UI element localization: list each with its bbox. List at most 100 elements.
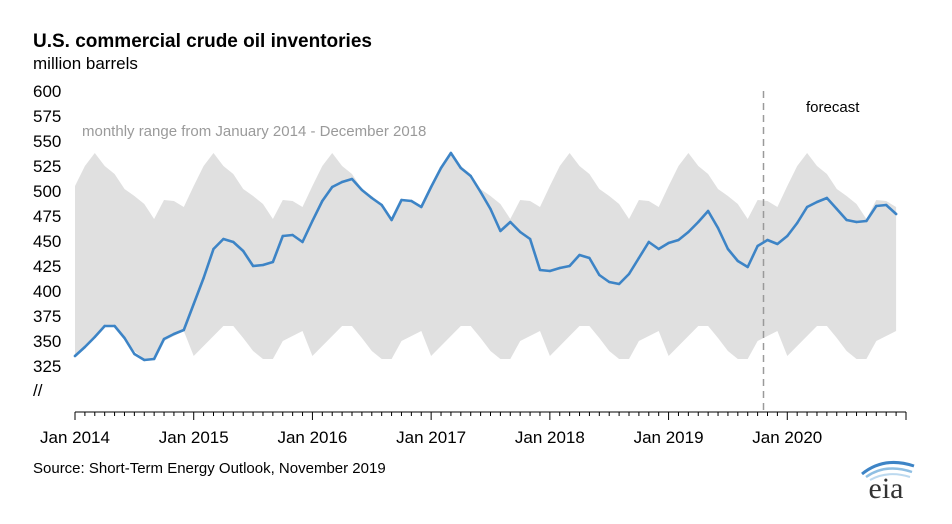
inventory-data-point <box>875 204 878 208</box>
range-band-label: monthly range from January 2014 - Decemb… <box>82 123 426 140</box>
y-tick-label: 550 <box>33 132 61 151</box>
range-band <box>75 153 897 359</box>
inventory-data-point <box>390 218 393 222</box>
inventory-data-point <box>716 226 720 230</box>
inventory-data-point <box>212 247 215 251</box>
inventory-data-point <box>291 233 294 237</box>
eia-logo: eia <box>861 460 915 502</box>
y-tick-label: 600 <box>33 82 61 101</box>
inventory-data-point <box>558 266 561 270</box>
inventory-data-point <box>202 276 205 280</box>
y-tick-label: 525 <box>33 157 61 176</box>
inventory-data-point <box>865 219 868 223</box>
inventory-data-point <box>380 203 383 207</box>
inventory-data-point <box>627 272 631 276</box>
x-tick-label: Jan 2015 <box>159 428 229 447</box>
inventory-data-point <box>311 219 314 223</box>
x-tick-label: Jan 2020 <box>752 428 822 447</box>
inventory-data-point <box>321 199 324 203</box>
inventory-data-point <box>449 151 453 155</box>
inventory-data-point <box>281 234 284 238</box>
x-tick-label: Jan 2014 <box>40 428 110 447</box>
inventory-data-point <box>420 205 423 209</box>
y-tick-label: 425 <box>33 257 61 276</box>
inventory-data-point <box>835 207 838 211</box>
inventory-data-point <box>429 185 433 189</box>
inventory-data-point <box>301 240 304 244</box>
x-tick-label: Jan 2016 <box>277 428 347 447</box>
inventory-data-point <box>439 166 443 170</box>
inventory-data-point <box>251 264 255 268</box>
x-tick-label: Jan 2017 <box>396 428 466 447</box>
inventory-data-point <box>578 253 581 257</box>
y-tick-label: 350 <box>33 332 61 351</box>
inventory-data-point <box>706 209 710 213</box>
eia-logo-arc-2 <box>865 467 913 479</box>
inventory-data-point <box>548 269 552 273</box>
inventory-data-point <box>637 256 641 260</box>
inventory-data-point <box>746 265 749 269</box>
inventory-data-point <box>103 324 106 328</box>
inventory-data-point <box>459 166 462 170</box>
inventory-data-point <box>687 230 690 234</box>
inventory-data-point <box>608 280 611 284</box>
inventory-data-point <box>756 244 759 248</box>
inventory-data-point <box>350 177 354 181</box>
inventory-data-point <box>172 332 176 336</box>
inventory-data-point <box>123 336 126 340</box>
inventory-data-point <box>499 229 502 233</box>
inventory-data-point <box>162 337 166 341</box>
inventory-data-point <box>331 185 334 189</box>
inventory-data-point <box>370 196 373 200</box>
inventory-data-point <box>796 221 799 225</box>
y-tick-label: 375 <box>33 307 61 326</box>
inventory-data-point <box>479 190 482 194</box>
inventory-data-point <box>360 188 364 192</box>
inventory-series-line <box>73 151 898 362</box>
inventory-data-point <box>538 268 542 272</box>
inventory-data-point <box>845 218 848 222</box>
y-tick-label: 575 <box>33 107 61 126</box>
inventory-data-point <box>825 196 829 200</box>
inventory-data-point <box>519 230 522 234</box>
inventory-data-point <box>271 260 275 264</box>
inventory-data-point <box>232 240 235 244</box>
inventory-data-point <box>83 345 87 349</box>
inventory-data-point <box>182 328 185 332</box>
inventory-data-point <box>143 358 146 362</box>
inventory-data-point <box>766 238 769 242</box>
inventory-data-point <box>528 237 532 241</box>
x-tick-label: Jan 2019 <box>634 428 704 447</box>
inventory-data-point <box>192 302 195 306</box>
inventory-data-point <box>726 247 730 251</box>
inventory-data-point <box>410 199 413 203</box>
inventory-data-point <box>885 203 888 207</box>
inventory-data-point <box>697 220 700 224</box>
inventory-data-point <box>815 200 819 204</box>
inventory-data-point <box>736 259 739 263</box>
y-tick-label: 475 <box>33 207 61 226</box>
inventory-data-point <box>133 352 136 356</box>
inventory-data-point <box>568 264 571 268</box>
eia-logo-arc-3 <box>869 473 911 481</box>
y-tick-label: 325 <box>33 357 61 376</box>
y-tick-label: 500 <box>33 182 61 201</box>
inventory-data-point <box>400 198 403 202</box>
x-tick-label: Jan 2018 <box>515 428 585 447</box>
eia-logo-text: eia <box>869 472 904 502</box>
inventory-data-point <box>647 240 650 244</box>
chart-subtitle: million barrels <box>33 54 138 73</box>
y-axis-break: // <box>33 381 43 400</box>
inventory-data-point <box>667 241 670 245</box>
inventory-data-point <box>786 234 789 238</box>
inventory-data-point <box>242 249 245 253</box>
inventory-data-point <box>677 238 680 242</box>
inventory-data-point <box>657 247 660 251</box>
inventory-data-point <box>776 242 779 246</box>
inventory-data-point <box>509 220 512 224</box>
inventory-data-point <box>855 220 858 224</box>
inventory-data-point <box>222 237 225 241</box>
inventory-data-point <box>805 205 809 209</box>
inventory-data-point <box>93 335 97 339</box>
